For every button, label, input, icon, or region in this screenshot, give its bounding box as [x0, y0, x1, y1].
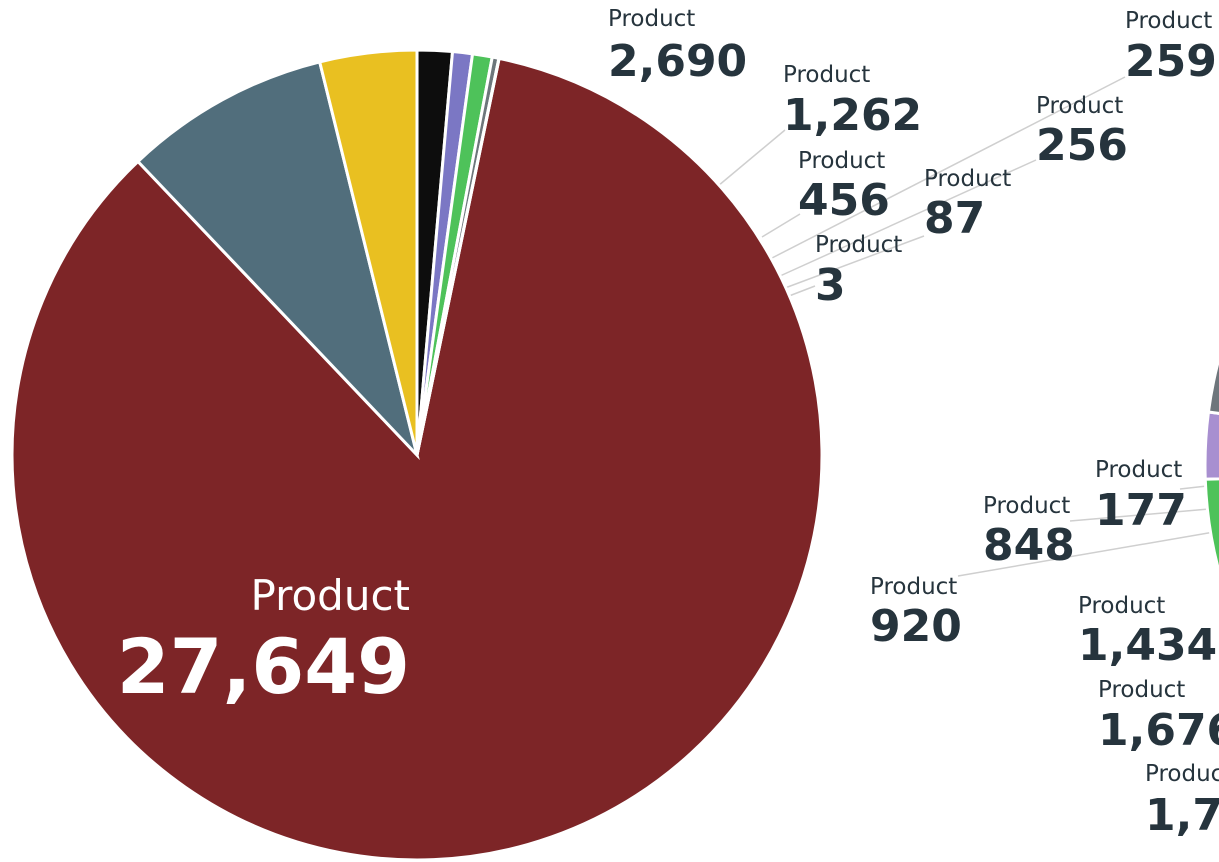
- secondary-pie-slice-value-3: 1,434: [1078, 620, 1217, 671]
- secondary-pie-slice-label-1: Product: [983, 493, 1070, 519]
- secondary-pie-slice-value-5: 1,7: [1145, 790, 1219, 841]
- main-pie-leader-line-5: [779, 159, 1037, 277]
- main-pie-slice-1: [135, 60, 420, 461]
- secondary-pie-slice-value-0: 177: [1095, 485, 1187, 536]
- secondary-pie-slice-value-4: 1,676: [1098, 705, 1219, 756]
- pie-chart-main: [10, 48, 824, 862]
- secondary-pie-slice-label-2: Product: [870, 574, 957, 600]
- secondary-pie-leader-line-2: [957, 531, 1215, 577]
- main-pie-slice-0: [10, 56, 824, 862]
- main-pie-slice-value-2: 1,262: [783, 90, 922, 141]
- main-pie-slice-label-6: Product: [924, 166, 1011, 192]
- main-pie-slice-label-0: Product: [251, 571, 410, 620]
- main-pie-slice-label-7: Product: [815, 232, 902, 258]
- secondary-pie-leader-line-0: [1179, 485, 1208, 490]
- main-pie-slice-value-3: 456: [798, 175, 890, 226]
- secondary-pie-slice-label-0: Product: [1095, 457, 1182, 483]
- main-pie-slice-value-4: 259: [1125, 36, 1217, 87]
- main-pie-slice-7: [415, 56, 501, 456]
- main-pie-slice-label-1: Product: [608, 6, 695, 32]
- secondary-pie-slice-label-5: Product: [1145, 761, 1219, 787]
- secondary-pie-slice-value-2: 920: [870, 601, 962, 652]
- pie-chart-secondary: [1203, 353, 1219, 577]
- main-pie-slice-value-5: 256: [1036, 120, 1128, 171]
- secondary-pie-slice-5: [1203, 477, 1219, 577]
- main-pie-leader-line-6: [784, 235, 925, 289]
- main-pie-leader-line-4: [771, 76, 1126, 259]
- leader-lines: [717, 76, 1215, 577]
- secondary-pie-slice-1: [1206, 353, 1219, 415]
- main-pie-slice-value-7: 3: [815, 260, 846, 311]
- secondary-pie-slice-value-1: 848: [983, 520, 1075, 571]
- secondary-pie-slice-label-3: Product: [1078, 593, 1165, 619]
- main-pie-leader-line-7: [788, 285, 816, 297]
- main-pie-slice-label-4: Product: [1125, 8, 1212, 34]
- main-pie-slice-label-5: Product: [1036, 93, 1123, 119]
- main-pie-leader-line-3: [761, 213, 801, 238]
- main-pie-slice-value-6: 87: [924, 193, 985, 244]
- secondary-pie-slice-0: [1203, 410, 1219, 481]
- secondary-pie-slice-label-4: Product: [1098, 677, 1185, 703]
- main-pie-slice-value-1: 2,690: [608, 36, 747, 87]
- secondary-pie-leader-line-1: [1069, 508, 1210, 522]
- main-pie-slice-label-3: Product: [798, 148, 885, 174]
- main-pie-slice-label-2: Product: [783, 62, 870, 88]
- main-pie-leader-line-2: [717, 129, 786, 187]
- main-pie-slice-value-0: 27,649: [117, 622, 410, 711]
